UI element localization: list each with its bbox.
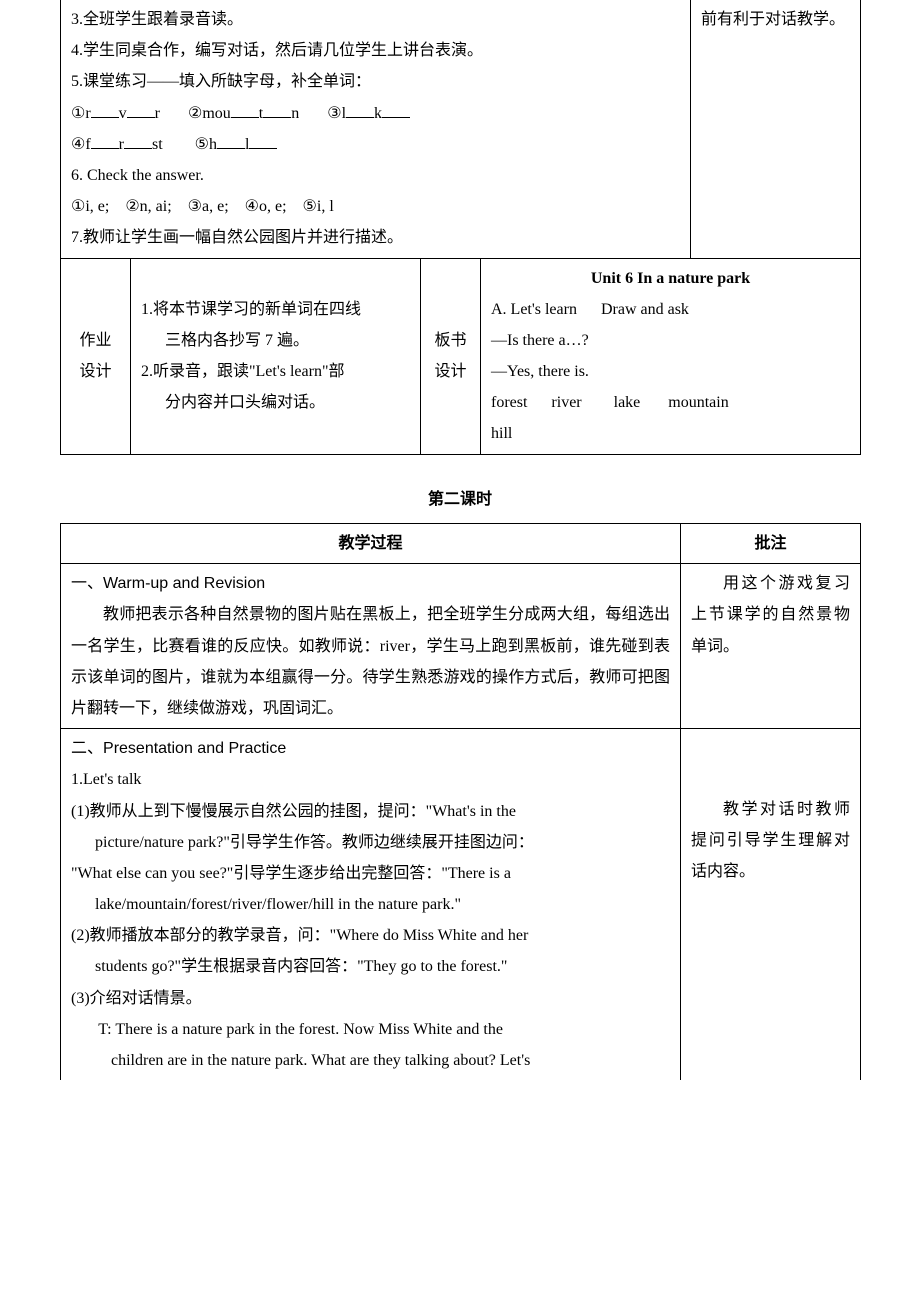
annotation-cell-top: 前有利于对话教学。 [691,0,861,258]
answers-line: ①i, e; ②n, ai; ③a, e; ④o, e; ⑤i, l [71,191,680,222]
header-annotation: 批注 [681,524,861,564]
table-lesson-2: 教学过程 批注 一、Warm-up and Revision 教师把表示各种自然… [60,523,861,1080]
header-process: 教学过程 [61,524,681,564]
homework-content: 1.将本节课学习的新单词在四线 三格内各抄写 7 遍。 2.听录音，跟读"Let… [131,258,421,454]
section-2-annotation: 教学对话时教师提问引导学生理解对话内容。 [681,729,861,1081]
line-5: 5.课堂练习——填入所缺字母，补全单词： [71,66,680,97]
line-7: 7.教师让学生画一幅自然公园图片并进行描述。 [71,222,680,253]
board-content: Unit 6 In a nature park A. Let's learn D… [481,258,861,454]
section-1-content: 一、Warm-up and Revision 教师把表示各种自然景物的图片贴在黑… [61,564,681,729]
board-label: 板书 设计 [421,258,481,454]
line-4: 4.学生同桌合作，编写对话，然后请几位学生上讲台表演。 [71,35,680,66]
lesson-2-title: 第二课时 [60,485,860,515]
table-top: 3.全班学生跟着录音读。 4.学生同桌合作，编写对话，然后请几位学生上讲台表演。… [60,0,861,455]
homework-label: 作业 设计 [61,258,131,454]
fill-row-1: ①rvr ②moutn ③lk [71,98,680,129]
line-6: 6. Check the answer. [71,160,680,191]
section-1-annotation: 用这个游戏复习上节课学的自然景物单词。 [681,564,861,729]
section-2-content: 二、Presentation and Practice 1.Let's talk… [61,729,681,1081]
fill-row-2: ④frst ⑤hl [71,129,680,160]
line-3: 3.全班学生跟着录音读。 [71,4,680,35]
